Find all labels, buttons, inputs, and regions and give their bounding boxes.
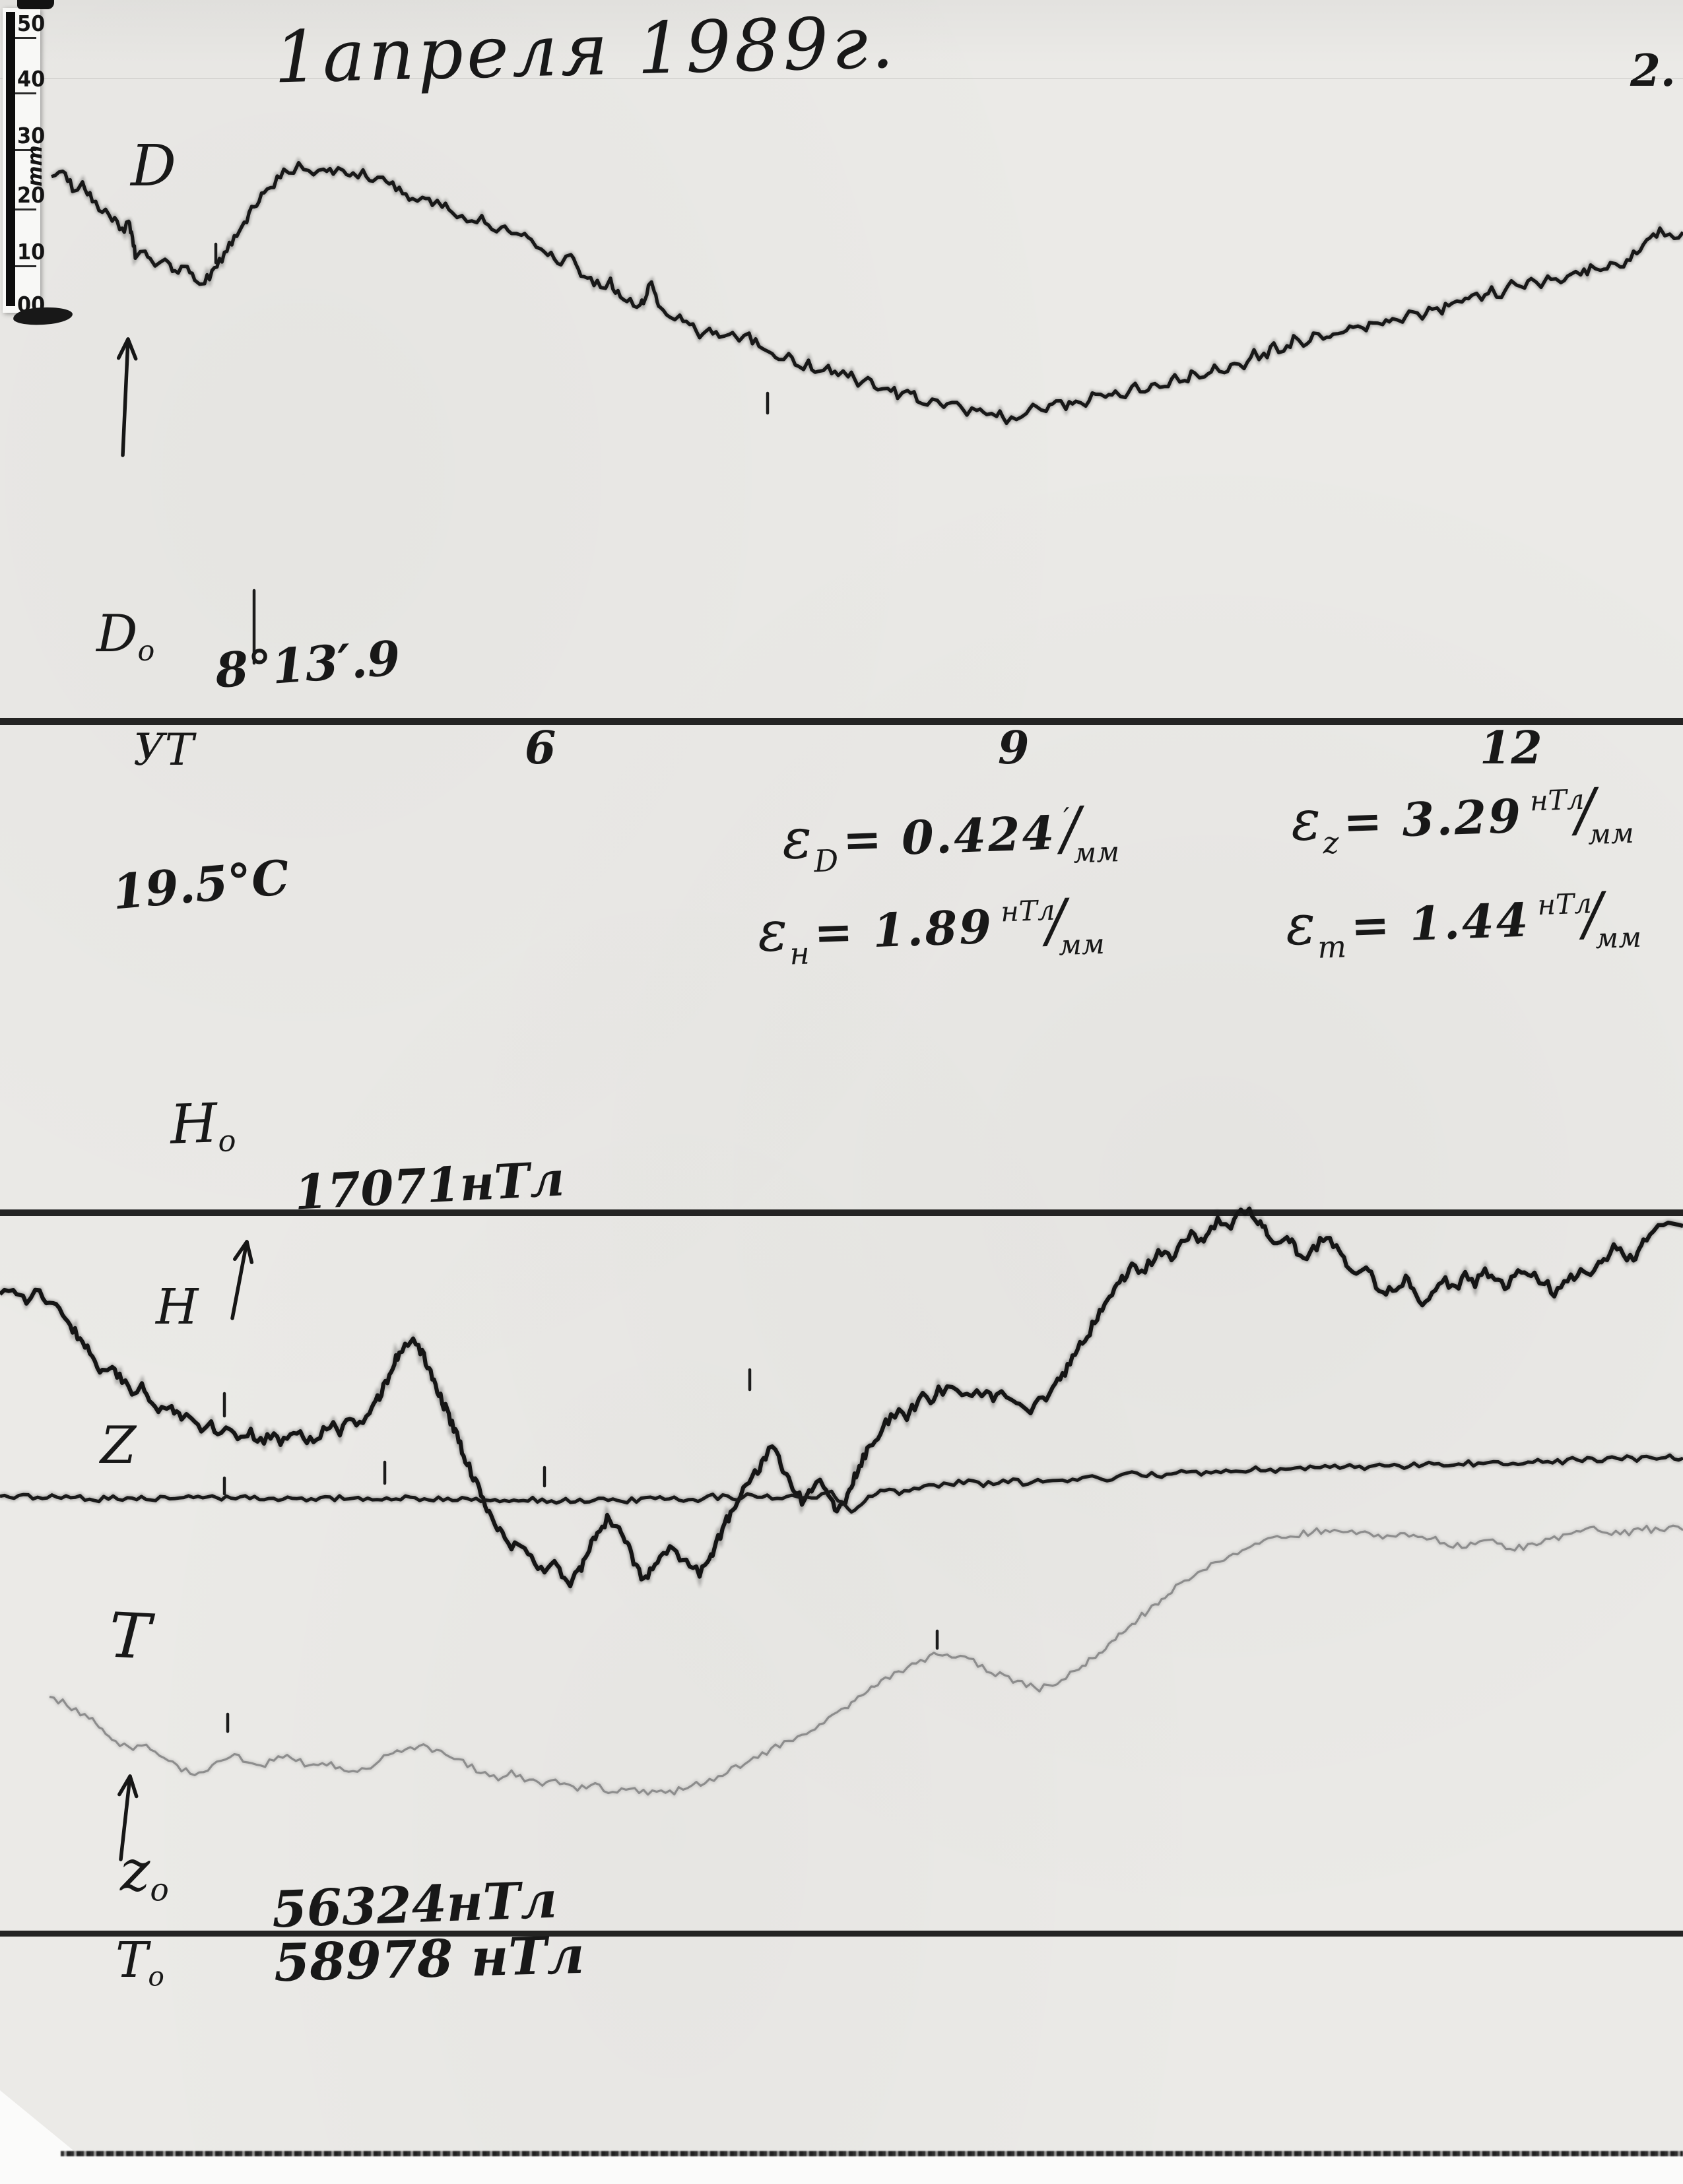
ruler-tick: 10	[3, 239, 45, 268]
d-trace-label: D	[131, 133, 176, 199]
z0-baseline-label: zo	[120, 1838, 169, 1909]
scale-formula: εD= 0.424 ′∕мм	[781, 794, 1120, 879]
ruler-tick: 30	[3, 123, 45, 152]
ruler-tick: 40	[3, 66, 45, 95]
t-trace-label: T	[107, 1599, 152, 1674]
hour-tick-label: 6	[525, 722, 556, 775]
z-trace-label: Z	[100, 1416, 137, 1475]
time-axis-label: УТ	[133, 724, 194, 775]
ruler-tick: 50	[3, 11, 45, 40]
scale-formula: εн= 1.89 нТл∕мм	[756, 885, 1106, 972]
mm-ruler: 50 40 30 20 10 00 mm	[3, 8, 47, 320]
ruler-top-smudge	[17, 0, 54, 9]
t0-baseline-value: 58978 нТл	[273, 1925, 585, 1994]
hour-tick-label: 9	[998, 722, 1030, 775]
ruler-unit-label: mm	[23, 145, 47, 187]
page-number: 2.	[1630, 45, 1676, 96]
d0-baseline-label: Do	[96, 604, 155, 668]
scale-formula: εz= 3.29 нТл∕мм	[1290, 775, 1635, 860]
ruler-black-bar	[6, 12, 15, 306]
paper-bottom-edge	[61, 2151, 1683, 2156]
hour-tick-label: 12	[1480, 722, 1542, 775]
scanner-streak	[0, 78, 1683, 79]
t0-baseline-label: To	[116, 1932, 164, 1993]
scale-formula: εт= 1.44 нТл∕мм	[1284, 879, 1642, 965]
h-trace-label: H	[156, 1279, 199, 1335]
ruler-tick: 20	[3, 182, 45, 211]
h0-baseline-label: Ho	[169, 1092, 237, 1159]
page-title: 1апреля 1989г.	[273, 1, 898, 100]
